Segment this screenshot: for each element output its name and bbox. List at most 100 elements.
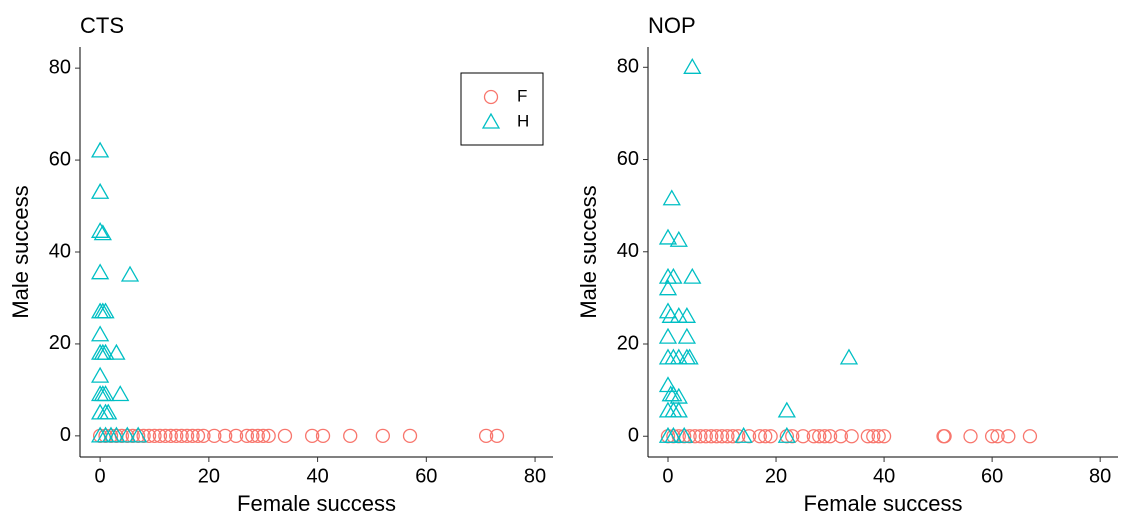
x-tick-label: 0: [662, 465, 673, 487]
point: [93, 302, 112, 319]
point: [96, 403, 115, 420]
point: [812, 429, 827, 444]
point: [693, 429, 708, 444]
legend-marker: [481, 112, 501, 129]
point: [664, 348, 683, 365]
y-tick-label: 80: [49, 56, 71, 78]
point: [90, 182, 110, 199]
point: [658, 348, 678, 365]
point: [936, 429, 951, 444]
point: [402, 428, 418, 444]
y-tick-label: 40: [617, 240, 639, 262]
point: [839, 348, 859, 365]
point: [190, 428, 206, 444]
y-tick-label: 40: [49, 240, 71, 262]
legend-label: F: [517, 86, 527, 105]
point: [866, 429, 881, 444]
point: [218, 428, 233, 444]
point: [120, 265, 140, 282]
point: [704, 429, 719, 444]
point: [990, 429, 1005, 444]
point: [844, 429, 859, 444]
point: [174, 428, 189, 444]
point: [96, 302, 115, 319]
legend-box: [460, 72, 544, 146]
point: [90, 366, 110, 383]
point: [817, 429, 832, 444]
point: [709, 429, 724, 444]
point: [93, 385, 112, 402]
point: [1001, 429, 1016, 444]
point: [163, 428, 178, 444]
point: [677, 327, 697, 344]
point: [669, 230, 688, 247]
point: [833, 429, 849, 444]
point: [111, 385, 130, 402]
panel-title: NOP: [648, 13, 696, 38]
point: [661, 307, 680, 323]
point: [777, 426, 796, 443]
point: [158, 428, 173, 444]
point: [90, 141, 110, 158]
point: [680, 348, 699, 365]
point: [207, 428, 222, 444]
y-tick-label: 60: [49, 148, 71, 170]
point: [489, 428, 505, 444]
y-tick-label: 80: [617, 56, 639, 78]
point: [669, 307, 688, 323]
point: [714, 429, 730, 444]
point: [683, 267, 702, 284]
point: [1022, 429, 1038, 444]
point: [90, 325, 110, 342]
point: [96, 343, 115, 360]
point: [664, 426, 683, 443]
point: [984, 429, 1000, 444]
x-tick-label: 80: [524, 465, 546, 487]
point: [261, 428, 276, 444]
point: [664, 401, 683, 418]
x-tick-label: 20: [765, 465, 787, 487]
point: [118, 426, 137, 443]
point: [99, 403, 118, 420]
point: [658, 401, 678, 418]
point: [93, 343, 112, 360]
point: [90, 343, 110, 360]
point: [152, 428, 168, 444]
point: [185, 428, 200, 444]
point: [664, 385, 683, 402]
point: [305, 428, 320, 444]
point: [93, 224, 112, 241]
point: [698, 429, 713, 444]
x-axis-label: Female success: [237, 491, 396, 516]
x-tick-label: 0: [95, 465, 106, 487]
point: [763, 429, 778, 444]
x-tick-label: 40: [306, 465, 328, 487]
point: [658, 302, 678, 319]
point: [179, 428, 195, 444]
point: [876, 429, 892, 444]
point: [658, 327, 678, 344]
point: [683, 57, 702, 74]
point: [239, 428, 255, 444]
y-axis-label: Male success: [576, 185, 601, 318]
point: [871, 429, 886, 444]
point: [664, 267, 683, 284]
x-tick-label: 20: [198, 465, 220, 487]
legend-marker: [483, 89, 499, 105]
point: [677, 307, 697, 323]
point: [677, 348, 697, 365]
point: [658, 228, 678, 245]
point: [90, 385, 110, 402]
point: [245, 428, 260, 444]
point: [196, 428, 211, 444]
point: [752, 429, 767, 444]
point: [90, 403, 110, 420]
point: [250, 428, 265, 444]
y-tick-label: 0: [628, 425, 639, 447]
panel-title: CTS: [80, 13, 124, 38]
point: [658, 279, 678, 296]
point: [147, 428, 162, 444]
point: [777, 401, 796, 418]
point: [662, 189, 681, 206]
